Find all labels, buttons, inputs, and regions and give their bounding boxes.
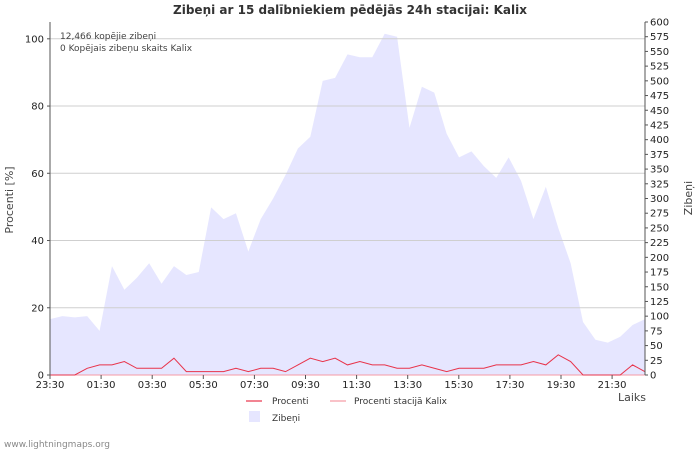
y-right-tick-label: 0 (650, 371, 656, 382)
x-tick-label: 13:30 (393, 380, 422, 391)
y-axis-right-label: Zibeņi (682, 181, 695, 215)
y-right-tick-label: 600 (650, 18, 669, 29)
x-tick-label: 05:30 (189, 380, 218, 391)
y-right-tick-label: 550 (650, 47, 669, 58)
legend-swatch-lightning (249, 411, 260, 422)
y-right-tick-label: 375 (650, 150, 669, 161)
y-right-tick-label: 250 (650, 223, 669, 234)
y-right-tick-label: 25 (650, 356, 663, 367)
y-right-tick-label: 50 (650, 341, 663, 352)
x-tick-label: 23:30 (36, 380, 65, 391)
footer-source: www.lightningmaps.org (4, 440, 110, 450)
y-right-tick-label: 125 (650, 297, 669, 308)
y-right-tick-label: 275 (650, 209, 669, 220)
legend: Procenti Procenti stacijā Kalix Zibeņi (246, 397, 448, 424)
y-left-tick-label: 20 (31, 303, 44, 314)
y-right-tick-label: 200 (650, 253, 669, 264)
x-tick-label: 11:30 (342, 380, 371, 391)
chart-title: Zibeņi ar 15 dalībniekiem pēdējās 24h st… (173, 3, 527, 17)
y-left-tick-label: 0 (38, 371, 44, 382)
axis-layer: 0 20 40 60 80 100 0 25 50 75 100 125 150 175 200 225 250… (25, 18, 669, 392)
x-tick-label: 07:30 (240, 380, 269, 391)
legend-label-station-percent: Procenti stacijā Kalix (354, 397, 448, 407)
x-tick-label: 03:30 (138, 380, 167, 391)
x-tick-label: 09:30 (291, 380, 320, 391)
y-left-tick-label: 100 (25, 34, 44, 45)
x-tick-label: 15:30 (444, 380, 473, 391)
y-right-tick-label: 225 (650, 238, 669, 249)
y-right-tick-label: 525 (650, 62, 669, 73)
y-right-tick-label: 500 (650, 76, 669, 87)
y-right-tick-label: 450 (650, 106, 669, 117)
x-axis-label: Laiks (618, 391, 646, 404)
y-right-tick-label: 150 (650, 282, 669, 293)
legend-label-percent: Procenti (272, 397, 309, 407)
percent-line (50, 354, 646, 376)
y-right-tick-label: 75 (650, 326, 663, 337)
percent-line-layer (50, 354, 646, 376)
y-left-tick-label: 40 (31, 236, 44, 247)
y-right-tick-label: 350 (650, 165, 669, 176)
lightning-area (50, 33, 645, 376)
y-right-tick-label: 175 (650, 268, 669, 279)
y-right-tick-label: 575 (650, 32, 669, 43)
lightning-area-layer (50, 33, 645, 376)
y-right-tick-label: 325 (650, 179, 669, 190)
y-right-tick-label: 100 (650, 312, 669, 323)
y-right-tick-label: 475 (650, 91, 669, 102)
x-tick-label: 17:30 (495, 380, 524, 391)
y-right-tick-label: 425 (650, 120, 669, 131)
y-right-tick-label: 300 (650, 194, 669, 205)
y-axis-left-label: Procenti [%] (3, 166, 16, 233)
y-left-tick-label: 80 (31, 102, 44, 113)
x-tick-label: 19:30 (547, 380, 576, 391)
annotation-station: 0 Kopējais zibeņu skaits Kalix (60, 44, 193, 54)
y-left-tick-label: 60 (31, 169, 44, 180)
x-tick-label: 01:30 (87, 380, 116, 391)
legend-label-lightning: Zibeņi (272, 414, 300, 424)
y-right-tick-label: 400 (650, 135, 669, 146)
x-tick-label: 21:30 (598, 380, 627, 391)
annotation-total: 12,466 kopējie zibeņi (60, 32, 156, 42)
